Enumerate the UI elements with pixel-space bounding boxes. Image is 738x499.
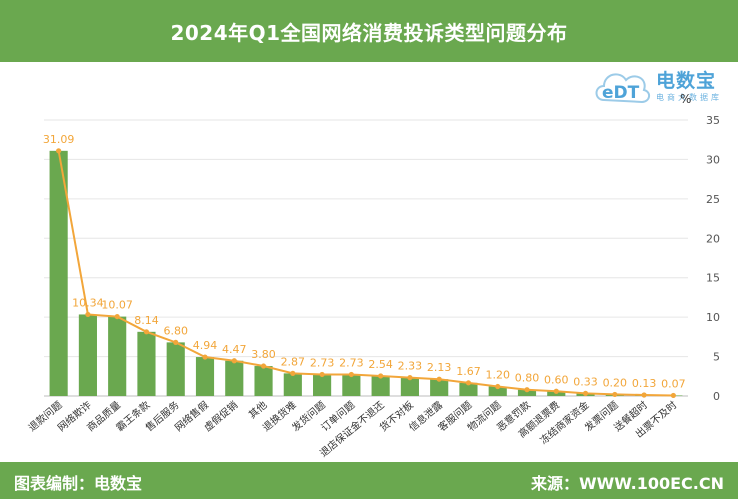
line-point xyxy=(524,387,530,393)
data-label: 1.20 xyxy=(485,369,510,382)
line-point xyxy=(56,148,62,154)
cloud-logo-icon: eDT xyxy=(595,73,650,104)
data-label: 0.60 xyxy=(544,373,569,386)
line-point xyxy=(465,380,472,386)
data-label: 8.14 xyxy=(134,314,159,327)
data-label: 0.33 xyxy=(573,375,598,388)
y-tick-label: 10 xyxy=(706,311,720,324)
line-point xyxy=(202,354,208,360)
y-tick-label: 35 xyxy=(706,114,720,127)
footer-source: 来源：WWW.100EC.CN xyxy=(530,474,724,493)
y-axis-unit: % xyxy=(680,92,692,106)
line-point xyxy=(495,383,501,390)
bar xyxy=(78,314,97,396)
data-label: 0.13 xyxy=(632,377,657,390)
data-label: 10.34 xyxy=(72,296,104,309)
data-label: 2.54 xyxy=(368,358,393,371)
trend-line xyxy=(56,148,676,399)
data-label: 2.13 xyxy=(427,361,452,374)
bar xyxy=(400,377,419,396)
y-axis-ticks: 0 5 10 15 20 25 30 35 xyxy=(706,114,720,403)
line-point xyxy=(582,390,589,396)
line-point xyxy=(670,392,676,399)
y-tick-label: 0 xyxy=(713,390,720,403)
bar xyxy=(313,374,332,396)
line-point xyxy=(173,339,179,345)
chart-title: 2024年Q1全国网络消费投诉类型问题分布 xyxy=(170,20,568,45)
data-label: 2.87 xyxy=(281,355,306,368)
line-point xyxy=(260,363,267,369)
y-tick-label: 30 xyxy=(706,153,720,166)
bar xyxy=(254,366,273,396)
bar xyxy=(371,375,390,396)
data-label: 3.80 xyxy=(251,348,276,361)
data-label: 10.07 xyxy=(101,299,133,312)
bar xyxy=(283,373,302,396)
x-tick-label: 其他 xyxy=(246,398,270,421)
x-tick-label: 冻结商家资金 xyxy=(537,398,591,447)
y-tick-label: 15 xyxy=(706,272,720,285)
logo-brand-sub: 电商大数据库 xyxy=(656,93,722,102)
line-point xyxy=(407,375,413,381)
data-label: 2.73 xyxy=(339,356,364,369)
data-label: 6.80 xyxy=(163,324,188,337)
bar xyxy=(488,386,507,396)
data-label: 0.20 xyxy=(603,376,628,389)
bar xyxy=(137,331,156,396)
line-point xyxy=(85,311,91,318)
line-point xyxy=(348,371,354,378)
bar xyxy=(342,374,361,396)
data-label: 4.47 xyxy=(222,343,247,356)
bar xyxy=(108,316,127,396)
line-point xyxy=(553,388,559,394)
logo: eDT 电数宝 电商大数据库 xyxy=(590,62,730,108)
y-tick-label: 25 xyxy=(706,193,720,206)
bar xyxy=(459,382,478,396)
footer-bar: 图表编制：电数宝 来源：WWW.100EC.CN xyxy=(0,462,738,499)
data-label: 2.33 xyxy=(398,360,423,373)
data-label: 1.67 xyxy=(456,365,481,378)
line-point xyxy=(641,392,647,398)
y-tick-label: 20 xyxy=(706,232,720,245)
bar xyxy=(195,357,215,396)
trend-line-path xyxy=(57,150,674,397)
line-point xyxy=(612,391,618,398)
line-point xyxy=(319,371,325,378)
y-tick-label: 5 xyxy=(713,351,720,364)
data-label: 0.07 xyxy=(661,377,686,390)
line-point xyxy=(143,329,150,335)
data-label: 4.94 xyxy=(193,339,218,352)
bar xyxy=(430,379,449,396)
bar xyxy=(49,150,68,396)
line-point xyxy=(436,376,442,382)
bar xyxy=(225,360,244,396)
logo-mark-text: eDT xyxy=(602,83,640,103)
logo-brand: 电数宝 xyxy=(656,70,717,92)
header-bar: 2024年Q1全国网络消费投诉类型问题分布 xyxy=(0,0,738,62)
line-point xyxy=(290,370,296,376)
bars xyxy=(49,150,683,396)
bar xyxy=(517,389,537,396)
line-point xyxy=(231,358,237,364)
footer-credit: 图表编制：电数宝 xyxy=(14,474,143,493)
line-point xyxy=(378,373,384,379)
bar xyxy=(166,342,185,396)
line-point xyxy=(114,313,120,320)
data-label: 31.09 xyxy=(43,133,75,146)
data-label: 2.73 xyxy=(310,356,335,369)
data-label: 0.80 xyxy=(515,372,540,385)
